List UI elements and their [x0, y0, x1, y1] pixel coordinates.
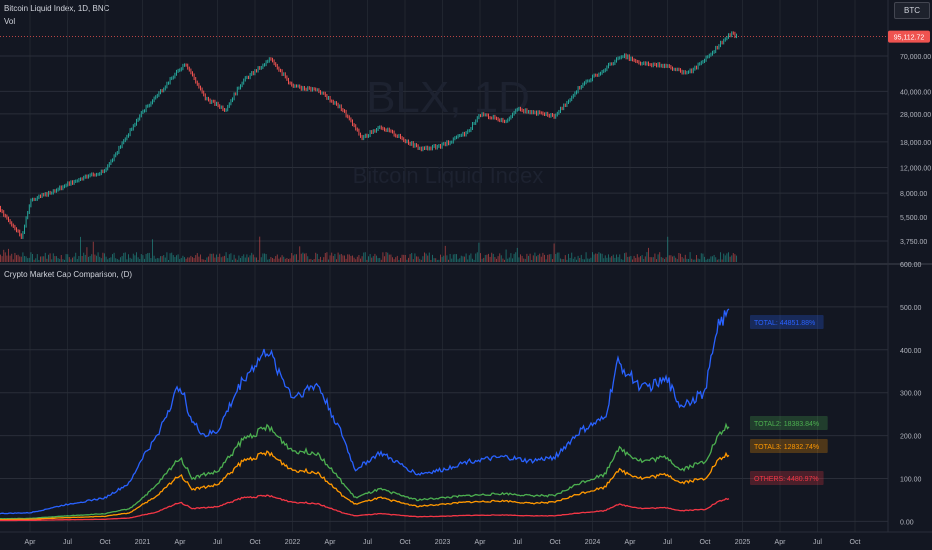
indicator-tick-label: 200.00	[900, 434, 922, 441]
time-tick-label: Apr	[325, 539, 337, 546]
price-tick-label: 5,500.00	[900, 215, 927, 222]
watermark-name: Bitcoin Liquid Index	[353, 163, 544, 188]
series-line-total3	[0, 450, 730, 521]
series-label-total3: TOTAL3: 12832.74%	[754, 444, 819, 451]
indicator-series	[0, 308, 730, 522]
time-tick-label: 2023	[435, 539, 451, 546]
time-tick-label: Apr	[775, 539, 787, 546]
price-tick-label: 8,000.00	[900, 191, 927, 198]
time-tick-label: Jul	[513, 539, 522, 546]
time-tick-label: 2022	[285, 539, 301, 546]
price-series	[0, 31, 888, 239]
series-label-total2: TOTAL2: 18383.84%	[754, 421, 819, 428]
time-tick-label: Jul	[63, 539, 72, 546]
time-tick-label: Apr	[625, 539, 637, 546]
indicator-title: Crypto Market Cap Comparison, (D)	[4, 270, 133, 279]
series-label-others: OTHERS: 4480.97%	[754, 476, 819, 483]
time-tick-label: Oct	[100, 539, 111, 546]
price-tick-label: 40,000.00	[900, 89, 931, 96]
time-tick-label: Jul	[213, 539, 222, 546]
series-line-total2	[0, 422, 730, 520]
indicator-tick-label: 300.00	[900, 391, 922, 398]
time-tick-label: Jul	[813, 539, 822, 546]
indicator-tick-label: 600.00	[900, 262, 922, 269]
time-tick-label: Oct	[550, 539, 561, 546]
price-tick-label: 3,750.00	[900, 239, 927, 246]
series-line-others	[0, 494, 730, 522]
watermark-symbol: BLX, 1D	[366, 73, 530, 122]
volume-bars	[0, 236, 737, 262]
symbol-button[interactable]: BTC	[894, 2, 930, 19]
time-tick-label: Apr	[175, 539, 187, 546]
price-tick-label: 70,000.00	[900, 54, 931, 61]
time-tick-label: Apr	[25, 539, 37, 546]
series-labels: TOTAL: 44851.88% TOTAL2: 18383.84% TOTAL3:…	[750, 315, 828, 485]
time-tick-label: 2025	[735, 539, 751, 546]
series-label-bg-total2	[750, 416, 828, 430]
time-tick-label: Oct	[250, 539, 261, 546]
time-axis: Apr Jul Oct 2021 Apr Jul Oct 2022 Apr Jul Oct 2023 A…	[25, 539, 861, 546]
time-tick-label: 2021	[135, 539, 151, 546]
volume-label: Vol	[4, 17, 16, 26]
time-tick-label: Oct	[400, 539, 411, 546]
series-label-bg-others	[750, 471, 824, 485]
time-tick-label: 2024	[585, 539, 601, 546]
last-price-badge	[888, 30, 930, 43]
last-price-label: 95,112.72	[894, 35, 925, 42]
time-tick-label: Oct	[700, 539, 711, 546]
series-label-total: TOTAL: 44851.88%	[754, 320, 815, 327]
time-tick-label: Jul	[363, 539, 372, 546]
price-tick-label: 28,000.00	[900, 112, 931, 119]
time-tick-label: Oct	[850, 539, 861, 546]
indicator-tick-label: 0.00	[900, 519, 914, 526]
series-line-total	[0, 308, 730, 515]
indicator-tick-label: 400.00	[900, 348, 922, 355]
series-label-bg-total	[750, 315, 824, 329]
price-tick-label: 18,000.00	[900, 140, 931, 147]
chart-title: Bitcoin Liquid Index, 1D, BNC	[4, 4, 110, 13]
price-axis: 70,000.00 40,000.00 28,000.00 18,000.00 12,0…	[888, 30, 931, 526]
price-tick-label: 12,000.00	[900, 165, 931, 172]
grid-lines	[0, 0, 932, 533]
indicator-tick-label: 500.00	[900, 305, 922, 312]
time-tick-label: Apr	[475, 539, 487, 546]
time-tick-label: Jul	[663, 539, 672, 546]
series-label-bg-total3	[750, 439, 828, 453]
indicator-tick-label: 100.00	[900, 477, 922, 484]
